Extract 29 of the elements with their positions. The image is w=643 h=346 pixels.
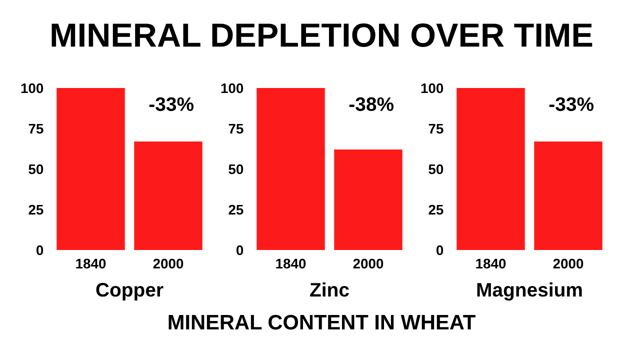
y-tick-label: 50 [428, 164, 444, 174]
y-tick-label: 25 [428, 204, 444, 215]
y-tick-label: 0 [36, 245, 44, 256]
x-axis-title: Zinc [310, 282, 349, 297]
x-axis-title: Magnesium [477, 282, 582, 301]
y-tick-label: 50 [28, 164, 44, 174]
x-tick-label: 2000 [153, 258, 184, 269]
y-tick-label: 25 [228, 204, 244, 215]
y-tick-label: 100 [421, 83, 444, 94]
annotation: -33% [549, 97, 594, 112]
text: MINERAL CONTENT IN WHEAT [168, 314, 476, 330]
y-tick-label: 100 [21, 83, 44, 94]
x-tick-label: 2000 [353, 258, 384, 269]
chart-title: MINERAL DEPLETION OVER TIME [52, 23, 592, 47]
x-tick-label: 1840 [276, 258, 306, 269]
y-tick-label: 75 [28, 124, 44, 134]
y-tick-label: 75 [228, 124, 244, 134]
y-tick-label: 25 [28, 204, 44, 215]
x-tick-label: 1840 [76, 258, 106, 269]
y-tick-label: 0 [236, 245, 244, 256]
y-tick-label: 100 [221, 83, 244, 94]
annotation: -38% [349, 97, 394, 112]
x-tick-label: 2000 [553, 258, 584, 269]
y-tick-label: 0 [436, 245, 444, 256]
x-axis-title: Copper [96, 282, 164, 301]
annotation: -33% [149, 97, 194, 112]
y-tick-label: 50 [228, 164, 244, 174]
x-tick-label: 1840 [476, 258, 506, 269]
y-tick-label: 75 [428, 124, 444, 134]
